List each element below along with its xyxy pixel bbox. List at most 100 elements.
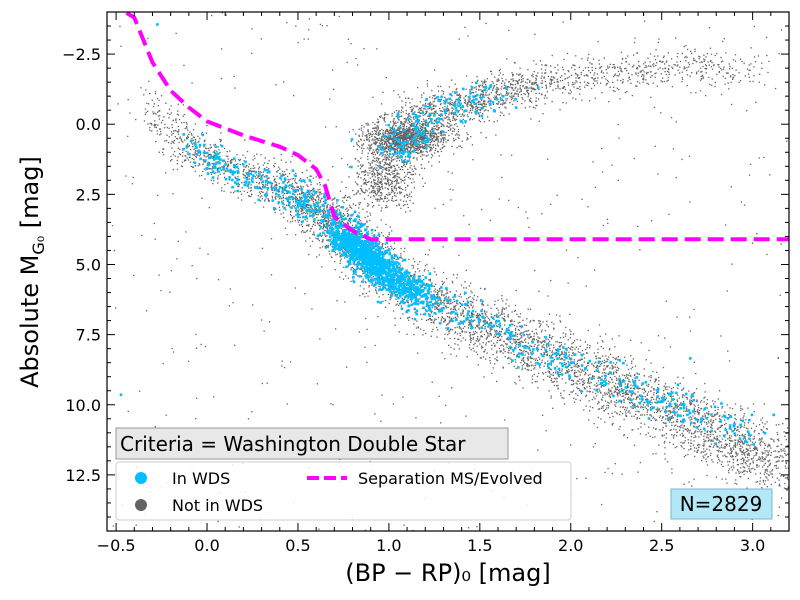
not-in-wds-point [301,171,304,174]
not-in-wds-point [459,302,461,304]
not-in-wds-point [626,377,629,379]
not-in-wds-point [429,294,431,296]
not-in-wds-point [179,153,181,155]
not-in-wds-point [433,322,435,324]
not-in-wds-point [334,197,336,199]
not-in-wds-point [510,361,513,363]
not-in-wds-point [688,432,690,434]
not-in-wds-point [129,112,131,114]
not-in-wds-point [695,388,698,390]
not-in-wds-point [778,440,780,442]
not-in-wds-point [570,370,573,372]
not-in-wds-point [711,415,713,418]
not-in-wds-point [494,345,496,347]
not-in-wds-point [776,460,778,463]
not-in-wds-point [531,378,534,380]
not-in-wds-point [598,377,600,379]
not-in-wds-point [221,159,223,161]
not-in-wds-point [275,183,278,186]
not-in-wds-point [292,216,294,219]
not-in-wds-point [324,246,326,248]
not-in-wds-point [623,409,626,411]
not-in-wds-point [721,416,723,418]
not-in-wds-point [672,395,674,397]
not-in-wds-point [470,324,472,326]
not-in-wds-point [734,439,737,441]
not-in-wds-point [149,129,151,131]
not-in-wds-point [735,419,737,421]
not-in-wds-point [462,310,464,312]
not-in-wds-point [326,228,329,230]
not-in-wds-point [333,209,336,211]
not-in-wds-point [238,179,241,181]
not-in-wds-point [428,279,430,281]
not-in-wds-point [573,359,575,361]
not-in-wds-point [610,353,612,355]
not-in-wds-point [276,175,278,177]
not-in-wds-point [469,322,471,324]
not-in-wds-point [575,366,577,368]
not-in-wds-point [460,314,462,316]
not-in-wds-point [493,329,496,331]
not-in-wds-point [741,435,743,437]
not-in-wds-point [306,169,308,171]
not-in-wds-point [601,375,603,377]
not-in-wds-point [182,151,184,153]
not-in-wds-point [548,371,551,373]
not-in-wds-point [441,280,443,282]
not-in-wds-point [485,331,487,333]
not-in-wds-point [703,438,705,440]
not-in-wds-point [220,132,222,134]
not-in-wds-point [528,365,531,367]
not-in-wds-point [404,247,406,249]
not-in-wds-point [476,337,478,340]
not-in-wds-point [448,317,450,319]
not-in-wds-point [532,350,534,353]
not-in-wds-point [752,403,755,405]
not-in-wds-point [596,364,599,367]
not-in-wds-point [347,219,349,221]
not-in-wds-point [360,230,363,232]
not-in-wds-point [606,393,608,395]
not-in-wds-point [653,392,655,394]
not-in-wds-point [250,170,252,172]
not-in-wds-point [263,200,266,202]
not-in-wds-point [674,413,676,415]
not-in-wds-point [624,380,626,382]
not-in-wds-point [157,105,160,107]
not-in-wds-point [411,275,413,277]
not-in-wds-point [686,396,688,399]
not-in-wds-point [603,405,605,407]
not-in-wds-point [599,335,601,337]
not-in-wds-point [425,319,428,321]
not-in-wds-point [310,184,312,186]
not-in-wds-point [514,342,516,344]
not-in-wds-point [307,207,309,209]
not-in-wds-point [735,452,737,454]
not-in-wds-point [707,414,709,416]
not-in-wds-point [467,324,470,326]
not-in-wds-point [262,164,264,166]
not-in-wds-point [424,253,427,255]
not-in-wds-point [558,357,561,359]
not-in-wds-point [496,380,498,383]
not-in-wds-point [543,365,545,367]
not-in-wds-point [342,213,344,215]
not-in-wds-point [614,357,616,359]
not-in-wds-point [515,341,517,344]
not-in-wds-point [753,435,755,438]
not-in-wds-point [213,180,215,182]
not-in-wds-point [356,265,359,268]
not-in-wds-point [480,331,482,333]
not-in-wds-point [696,401,698,403]
not-in-wds-point [714,413,716,416]
not-in-wds-point [634,404,636,406]
not-in-wds-point [227,161,229,163]
not-in-wds-point [451,318,453,320]
not-in-wds-point [715,431,717,433]
not-in-wds-point [229,150,231,152]
not-in-wds-point [650,396,652,399]
not-in-wds-point [509,357,511,359]
not-in-wds-point [709,431,711,433]
not-in-wds-point [469,320,471,322]
